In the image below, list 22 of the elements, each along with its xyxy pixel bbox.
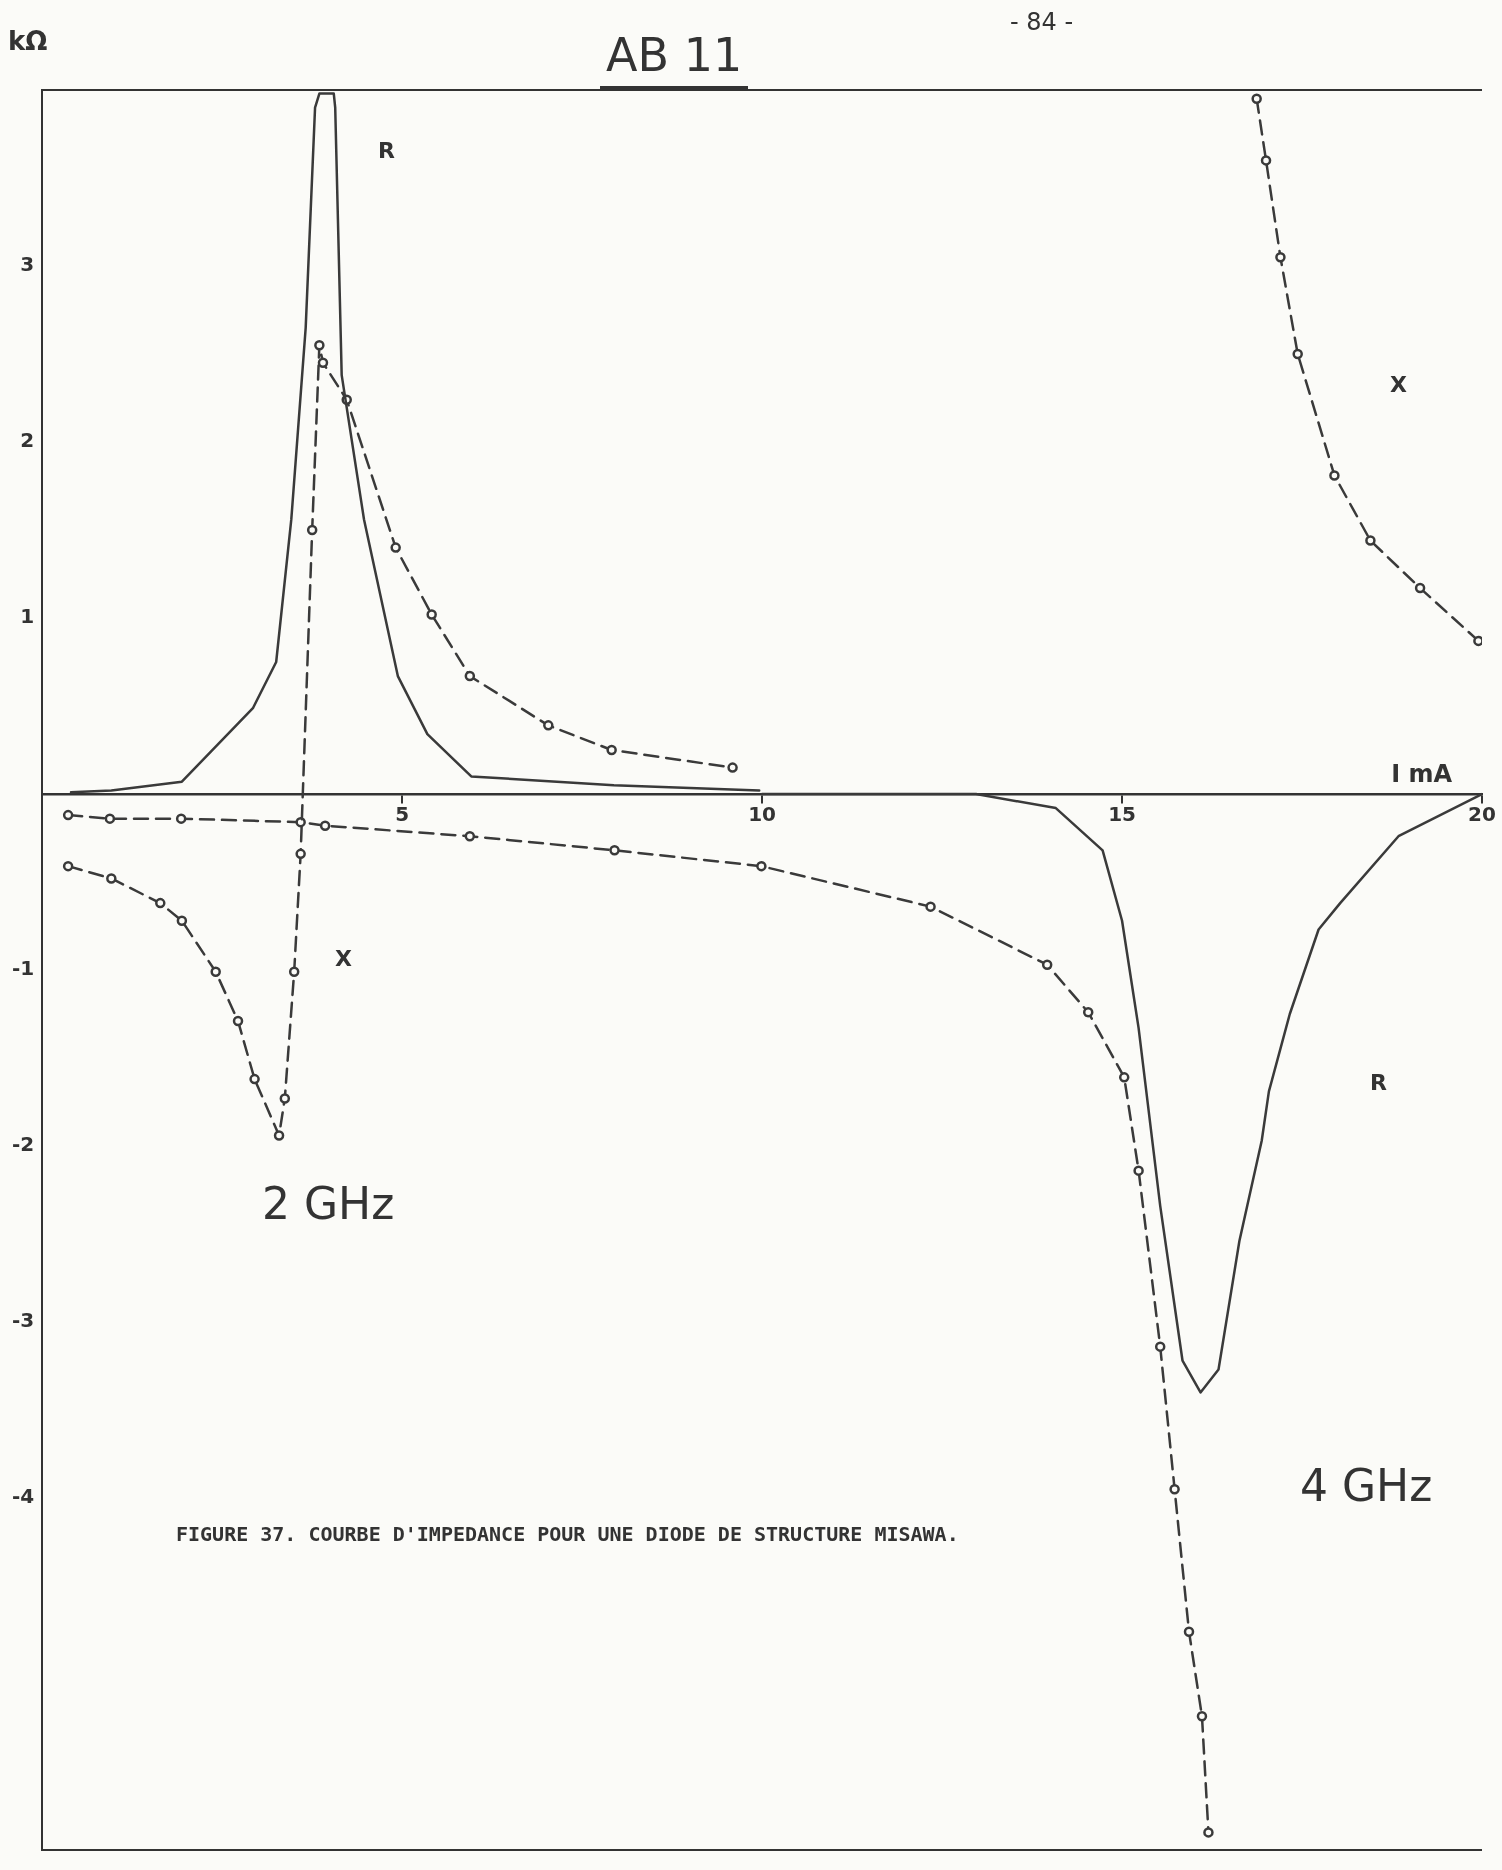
y-tick-label: -1 (12, 956, 35, 981)
annotation: X (335, 946, 352, 971)
annotation: FIGURE 37. COURBE D'IMPEDANCE POUR UNE DIODE DE STRUCTURE MISAWA. (176, 1521, 960, 1548)
x-tick-label: 10 (748, 802, 777, 827)
y-tick-label: 2 (20, 428, 35, 453)
x-tick-label: 20 (1468, 802, 1496, 827)
x-tick-label: 15 (1108, 802, 1136, 827)
y-axis-title: kΩ (8, 25, 48, 56)
annotation: X (1390, 372, 1407, 397)
annotation: R (1370, 1070, 1387, 1095)
chart-title: AB 11 (600, 28, 749, 89)
annotation: R (378, 138, 395, 163)
y-tick-label: 3 (20, 252, 35, 277)
x-axis-title: I mA (1391, 760, 1453, 789)
annotation: 4 GHz (1300, 1460, 1433, 1511)
y-tick-label: -2 (12, 1132, 35, 1157)
y-tick-label: 1 (20, 604, 35, 629)
y-tick-label: -4 (12, 1484, 35, 1509)
x-tick-label: 5 (395, 802, 410, 827)
y-tick-label: -3 (12, 1308, 35, 1333)
text: - 84 - (1010, 8, 1074, 36)
annotation: 2 GHz (262, 1178, 395, 1229)
